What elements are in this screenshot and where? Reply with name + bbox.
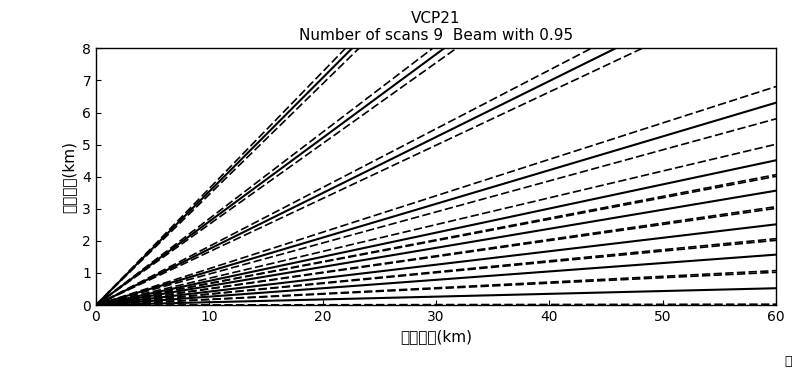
Text: 图: 图: [785, 355, 792, 368]
X-axis label: 水平距离(km): 水平距离(km): [400, 330, 472, 344]
Y-axis label: 垂直高度(km): 垂直高度(km): [62, 141, 77, 213]
Title: VCP21
Number of scans 9  Beam with 0.95: VCP21 Number of scans 9 Beam with 0.95: [299, 11, 573, 43]
